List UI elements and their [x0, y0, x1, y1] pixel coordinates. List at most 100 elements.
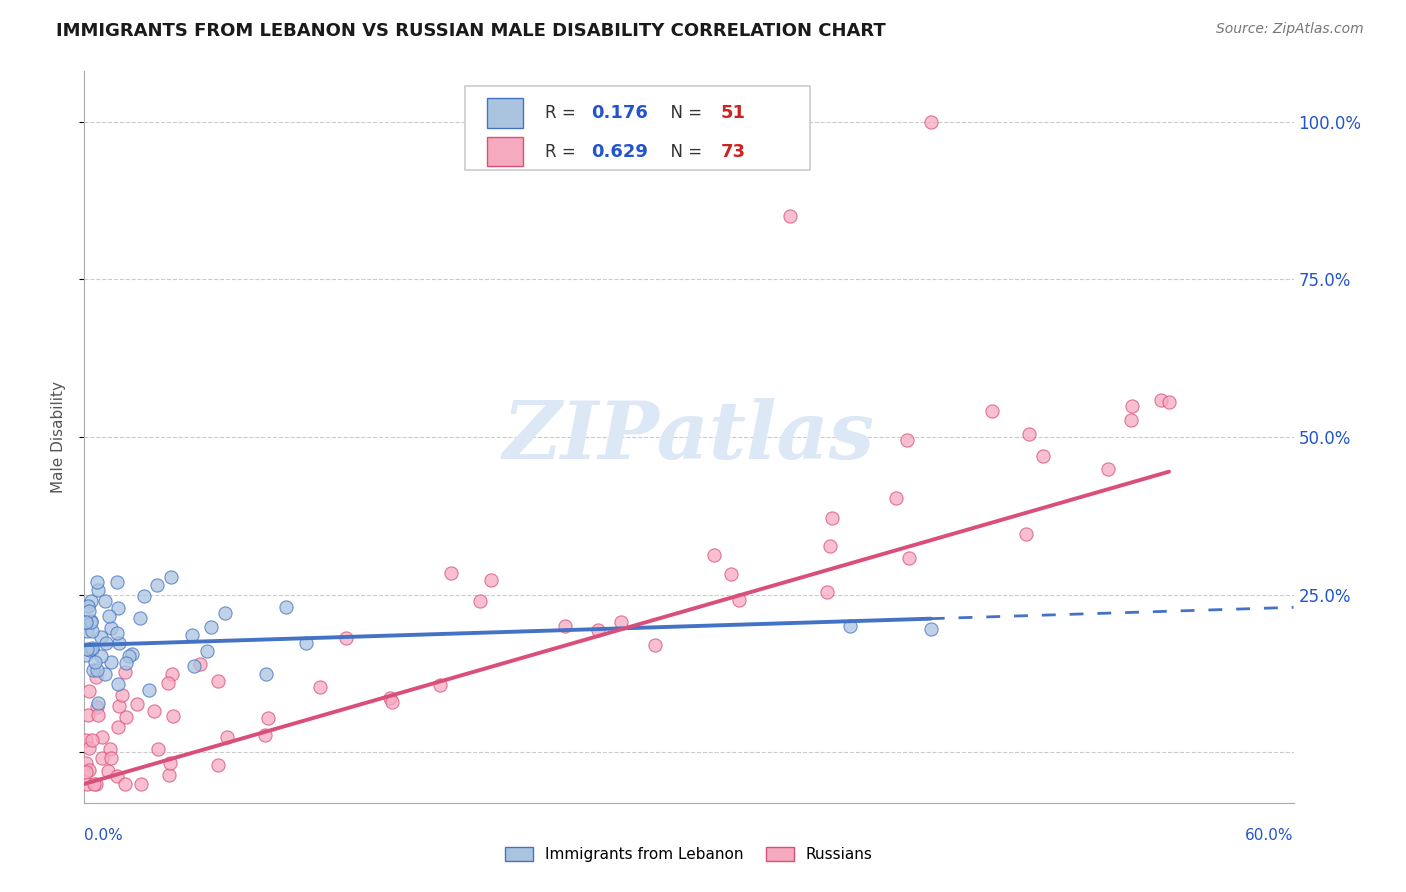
Point: [181, 628, 204, 642]
Point: [94, 594, 117, 608]
Point: [920, 115, 942, 129]
Point: [142, 705, 165, 719]
Point: [183, 659, 205, 673]
Point: [217, 730, 239, 744]
Point: [586, 624, 609, 638]
Text: R =: R =: [546, 103, 581, 122]
Point: [134, 589, 156, 603]
Point: [115, 709, 138, 723]
Point: [90, 648, 112, 663]
Text: 73: 73: [720, 143, 745, 161]
Point: [1121, 413, 1143, 427]
Point: [121, 647, 143, 661]
Point: [90, 631, 112, 645]
Point: [82, 663, 104, 677]
Point: [1097, 462, 1119, 476]
Point: [75, 648, 97, 663]
Point: [100, 622, 122, 636]
Point: [129, 611, 152, 625]
Point: [79, 763, 101, 777]
Text: Source: ZipAtlas.com: Source: ZipAtlas.com: [1216, 22, 1364, 37]
Point: [114, 777, 136, 791]
Point: [77, 604, 100, 618]
Point: [94, 667, 117, 681]
Point: [83, 777, 105, 791]
Point: [839, 619, 862, 633]
Point: [86, 696, 108, 710]
Point: [214, 606, 236, 620]
Point: [920, 623, 942, 637]
Point: [146, 578, 169, 592]
Point: [100, 655, 122, 669]
Text: 60.0%: 60.0%: [1246, 828, 1294, 843]
Point: [75, 764, 97, 779]
Text: 51: 51: [720, 103, 745, 122]
Point: [105, 768, 128, 782]
Point: [82, 733, 104, 747]
Point: [86, 670, 108, 684]
Point: [157, 768, 180, 782]
Point: [380, 691, 402, 706]
Bar: [486, 98, 523, 128]
Point: [100, 751, 122, 765]
Point: [98, 742, 121, 756]
Text: IMMIGRANTS FROM LEBANON VS RUSSIAN MALE DISABILITY CORRELATION CHART: IMMIGRANTS FROM LEBANON VS RUSSIAN MALE …: [56, 22, 886, 40]
Point: [86, 574, 108, 589]
Point: [79, 614, 101, 628]
Point: [107, 698, 129, 713]
Point: [138, 682, 160, 697]
Point: [96, 636, 118, 650]
Point: [1157, 395, 1180, 409]
Point: [479, 573, 502, 587]
Point: [335, 631, 357, 645]
Point: [644, 638, 666, 652]
Point: [76, 777, 98, 791]
Point: [1121, 399, 1143, 413]
Point: [274, 600, 297, 615]
Point: [188, 657, 211, 671]
Point: [470, 594, 492, 608]
Point: [610, 615, 633, 630]
Point: [818, 539, 841, 553]
Text: 0.0%: 0.0%: [84, 828, 124, 843]
Point: [156, 676, 179, 690]
Text: N =: N =: [659, 143, 707, 161]
Point: [200, 619, 222, 633]
Point: [129, 777, 152, 791]
Legend: Immigrants from Lebanon, Russians: Immigrants from Lebanon, Russians: [499, 840, 879, 868]
Point: [111, 688, 134, 702]
Point: [80, 615, 103, 630]
Point: [77, 708, 100, 723]
Point: [815, 585, 838, 599]
Point: [76, 642, 98, 657]
Point: [896, 433, 918, 447]
Point: [115, 656, 138, 670]
Point: [898, 550, 921, 565]
Point: [254, 666, 277, 681]
Point: [207, 673, 229, 688]
Point: [86, 582, 108, 597]
Point: [107, 575, 129, 590]
Point: [98, 608, 121, 623]
Point: [79, 683, 101, 698]
Point: [114, 665, 136, 679]
Point: [79, 594, 101, 608]
Text: ZIPatlas: ZIPatlas: [503, 399, 875, 475]
Point: [107, 601, 129, 615]
Point: [107, 720, 129, 734]
Text: 0.629: 0.629: [591, 143, 648, 161]
Point: [86, 777, 108, 791]
Point: [429, 677, 451, 691]
Point: [727, 593, 749, 607]
Point: [1150, 392, 1173, 407]
Point: [1018, 427, 1040, 442]
Point: [1032, 449, 1054, 463]
Point: [148, 742, 170, 756]
Point: [76, 624, 98, 639]
Point: [195, 644, 218, 658]
Point: [97, 764, 120, 778]
Point: [86, 700, 108, 714]
Point: [980, 404, 1002, 418]
Point: [703, 548, 725, 562]
Point: [554, 619, 576, 633]
